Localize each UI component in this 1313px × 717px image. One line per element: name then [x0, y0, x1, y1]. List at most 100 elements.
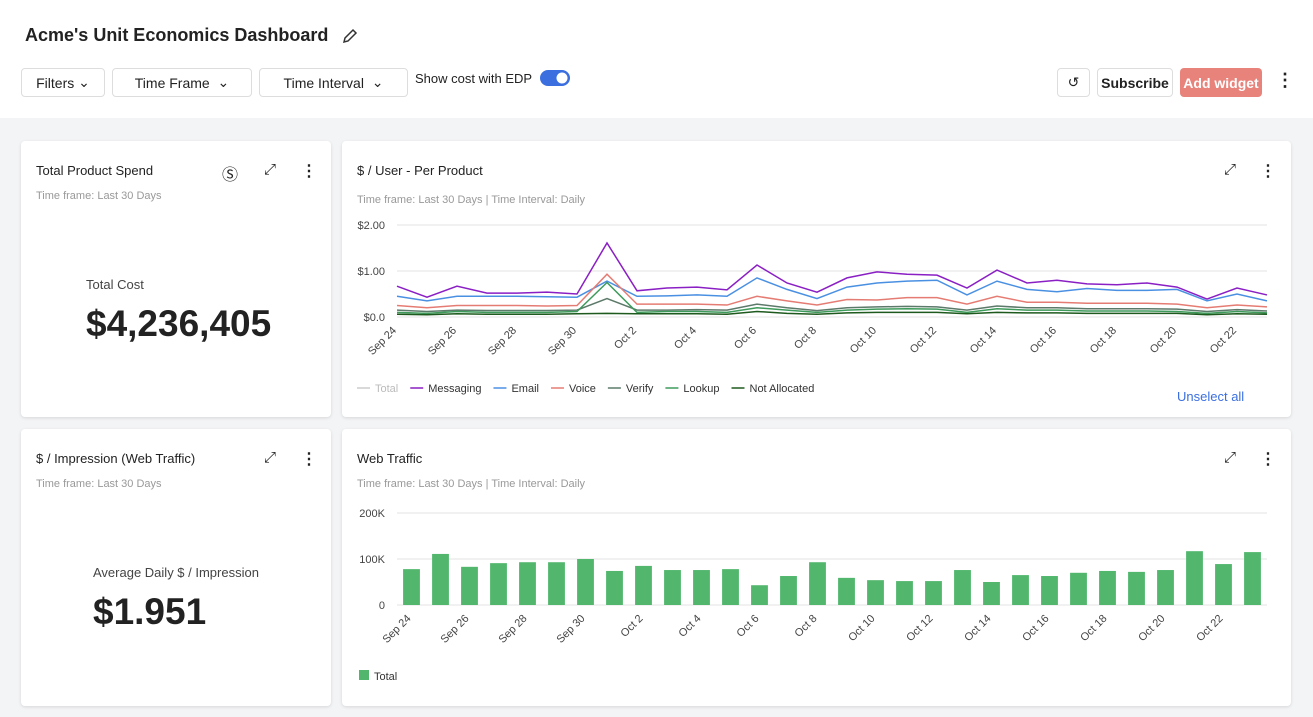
bar — [896, 581, 913, 605]
kpi-value: $1.951 — [93, 591, 207, 632]
widget-menu[interactable]: ⋮ — [1260, 163, 1276, 180]
legend-label: Total — [375, 383, 398, 395]
edit-icon[interactable] — [341, 27, 359, 45]
series-line — [396, 310, 1268, 316]
widget: $ / User - Per Product Time frame: Last … — [342, 141, 1291, 417]
time-frame-button[interactable]: Time Frame ⌄ — [112, 68, 252, 97]
chart: $0.0 $1.00 $2.00 Sep 24 Sep 26 Sep 28 Sep 30 Oc… — [357, 220, 1268, 395]
x-tick-label: Oct 6 — [732, 325, 759, 352]
x-tick-label: Oct 20 — [1136, 613, 1167, 644]
x-tick-label: Sep 28 — [486, 325, 519, 358]
bar — [461, 566, 478, 605]
time-interval: Time Interval: Daily — [491, 194, 586, 206]
bar — [809, 562, 826, 605]
widget-title: $ / User - Per Product — [357, 163, 483, 178]
x-tick-label: Sep 24 — [380, 613, 413, 646]
widget-menu[interactable]: ⋮ — [1260, 451, 1276, 468]
kpi-label: Average Daily $ / Impression — [93, 565, 259, 580]
bar — [1157, 570, 1174, 605]
add-widget-button[interactable]: Add widget — [1180, 68, 1262, 97]
bar — [751, 585, 768, 605]
x-tick-label: Sep 26 — [426, 325, 459, 358]
kpi-value: $4,236,405 — [86, 303, 272, 344]
bar — [983, 582, 1000, 605]
x-tick-label: Oct 2 — [612, 325, 639, 352]
x-tick-label: Oct 22 — [1194, 613, 1225, 644]
bar — [1215, 564, 1232, 605]
bar — [1041, 576, 1058, 605]
y-tick-label: 100K — [359, 554, 385, 566]
widget-subtitle: Time frame: Last 30 Days — [36, 190, 162, 202]
x-tick-label: Oct 22 — [1208, 325, 1239, 356]
bar — [1012, 575, 1029, 605]
y-tick-label: $2.00 — [357, 220, 385, 232]
x-tick-label: Oct 10 — [846, 613, 877, 644]
widget-menu[interactable]: ⋮ — [301, 163, 317, 180]
bar — [867, 580, 884, 605]
legend-label: Email — [511, 383, 539, 395]
bar — [432, 553, 449, 605]
expand-icon[interactable]: ⤢ — [1224, 161, 1237, 178]
widget: Web Traffic Time frame: Last 30 Days | T… — [342, 429, 1291, 706]
legend-label: Messaging — [428, 383, 481, 395]
time-frame: Time frame: Last 30 Days — [357, 194, 483, 206]
series-line — [396, 281, 1268, 315]
refresh-button[interactable]: ↺ — [1057, 68, 1090, 97]
dashboard-title: Acme's Unit Economics Dashboard — [25, 25, 329, 45]
x-tick-label: Oct 20 — [1148, 325, 1179, 356]
x-tick-label: Sep 26 — [438, 613, 471, 646]
series-line — [396, 273, 1268, 309]
widget-title: $ / Impression (Web Traffic) — [36, 451, 196, 466]
time-interval: Time Interval: Daily — [491, 478, 586, 490]
edp-toggle[interactable] — [540, 70, 570, 86]
filters-button[interactable]: Filters ⌄ — [21, 68, 105, 97]
expand-icon[interactable]: ⤢ — [264, 161, 277, 178]
bar — [664, 570, 681, 605]
x-tick-label: Oct 16 — [1020, 613, 1051, 644]
x-tick-label: Sep 24 — [366, 325, 399, 358]
bar — [606, 570, 623, 605]
time-interval-button[interactable]: Time Interval ⌄ — [259, 68, 408, 97]
x-tick-label: Oct 16 — [1028, 325, 1059, 356]
bar — [838, 577, 855, 605]
x-tick-label: Oct 12 — [904, 613, 935, 644]
currency-icon[interactable]: Ⓢ — [222, 167, 239, 184]
expand-icon[interactable]: ⤢ — [264, 449, 277, 466]
bar — [577, 559, 594, 605]
kpi-label: Total Cost — [86, 277, 144, 292]
bar — [548, 562, 565, 605]
series-line — [396, 297, 1268, 313]
bar — [1070, 572, 1087, 605]
label: Time Interval — [283, 74, 364, 91]
bar — [954, 570, 971, 605]
x-tick-label: Oct 18 — [1088, 325, 1119, 356]
legend-label: Voice — [569, 383, 596, 395]
bar — [925, 581, 942, 605]
label: Filters — [36, 74, 75, 91]
x-tick-label: Oct 14 — [968, 325, 999, 356]
bar — [693, 570, 710, 605]
bar — [635, 565, 652, 605]
unselect-all[interactable]: Unselect all — [1177, 389, 1245, 404]
x-tick-label: Oct 14 — [962, 613, 993, 644]
widget-menu[interactable]: ⋮ — [301, 451, 317, 468]
y-tick-label: $0.0 — [364, 312, 385, 324]
legend-label: Verify — [626, 383, 654, 395]
widget-subtitle: Time frame: Last 30 Days | Time Interval… — [357, 194, 586, 206]
widget-subtitle: Time frame: Last 30 Days | Time Interval… — [357, 478, 586, 490]
expand-icon[interactable]: ⤢ — [1224, 449, 1237, 466]
x-tick-label: Sep 30 — [554, 613, 587, 646]
x-tick-label: Oct 4 — [677, 613, 704, 640]
x-tick-label: Sep 30 — [546, 325, 579, 358]
more-menu[interactable]: ⋮ — [1276, 70, 1294, 90]
legend-swatch — [359, 670, 369, 680]
bar — [1244, 552, 1261, 605]
legend-label: Total — [374, 671, 397, 683]
legend-label: Not Allocated — [750, 383, 815, 395]
widget: Total Product Spend Time frame: Last 30 … — [21, 141, 331, 417]
widget-title: Total Product Spend — [36, 163, 154, 178]
x-tick-label: Oct 2 — [619, 613, 646, 640]
x-tick-label: Oct 6 — [735, 613, 762, 640]
subscribe-button[interactable]: Subscribe — [1097, 68, 1173, 97]
